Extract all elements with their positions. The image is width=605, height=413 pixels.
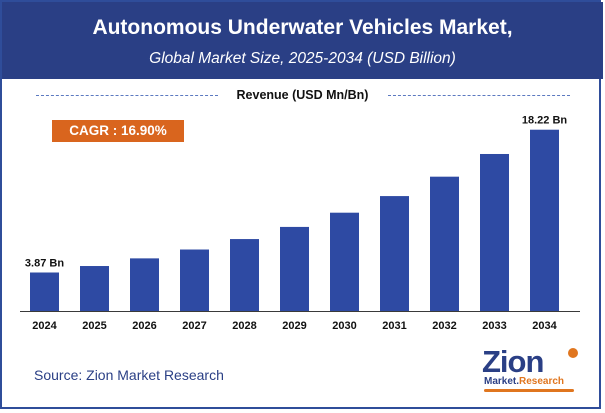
x-tick-2024: 2024	[32, 320, 57, 332]
bar-2030	[330, 212, 359, 311]
logo-main-text: Zion	[482, 344, 544, 379]
bar-2032	[430, 176, 459, 311]
bar-2029	[280, 226, 309, 311]
x-axis-labels: 2024 2025 2026 2027 2028 2029 2030 2031 2032 2033…	[32, 320, 557, 332]
data-labels: 3.87 Bn 18.22 Bn	[25, 115, 567, 270]
divider-left	[36, 95, 218, 96]
bar-2028	[230, 239, 259, 311]
x-tick-2033: 2033	[482, 320, 506, 332]
x-tick-2026: 2026	[132, 320, 156, 332]
bar-chart: 2024 2025 2026 2027 2028 2029 2030 2031 2032 2033…	[20, 115, 580, 332]
divider-right	[388, 95, 570, 96]
bar-2033	[480, 153, 509, 311]
logo-sub-part1: Market.	[484, 376, 520, 387]
x-tick-2031: 2031	[382, 320, 406, 332]
logo-dot	[568, 348, 578, 358]
source-text: Source: Zion Market Research	[34, 367, 224, 383]
logo-swoosh	[484, 389, 574, 392]
bars-group	[30, 129, 559, 311]
x-tick-2028: 2028	[232, 320, 256, 332]
chart-subtitle: Global Market Size, 2025-2034 (USD Billi…	[149, 50, 456, 67]
header-banner: Autonomous Underwater Vehicles Market, G…	[2, 2, 603, 79]
chart-title: Autonomous Underwater Vehicles Market,	[92, 16, 513, 39]
bar-2031	[380, 196, 409, 311]
bar-2027	[180, 249, 209, 311]
logo-sub-part2: Research	[519, 376, 565, 387]
bar-2025	[80, 266, 109, 311]
x-tick-2027: 2027	[182, 320, 206, 332]
data-label-2024: 3.87 Bn	[25, 257, 64, 269]
revenue-label: Revenue (USD Mn/Bn)	[236, 88, 369, 102]
bar-2024	[30, 272, 59, 311]
x-tick-2030: 2030	[332, 320, 356, 332]
zion-logo: Zion Market.Research	[482, 346, 578, 396]
bar-2026	[130, 258, 159, 311]
cagr-badge: CAGR : 16.90%	[52, 120, 184, 142]
data-label-2034: 18.22 Bn	[522, 115, 568, 127]
bar-2034	[530, 129, 559, 311]
x-tick-2034: 2034	[532, 320, 557, 332]
x-tick-2029: 2029	[282, 320, 306, 332]
logo-sub-text: Market.Research	[484, 376, 564, 388]
x-tick-2025: 2025	[82, 320, 106, 332]
x-tick-2032: 2032	[432, 320, 456, 332]
